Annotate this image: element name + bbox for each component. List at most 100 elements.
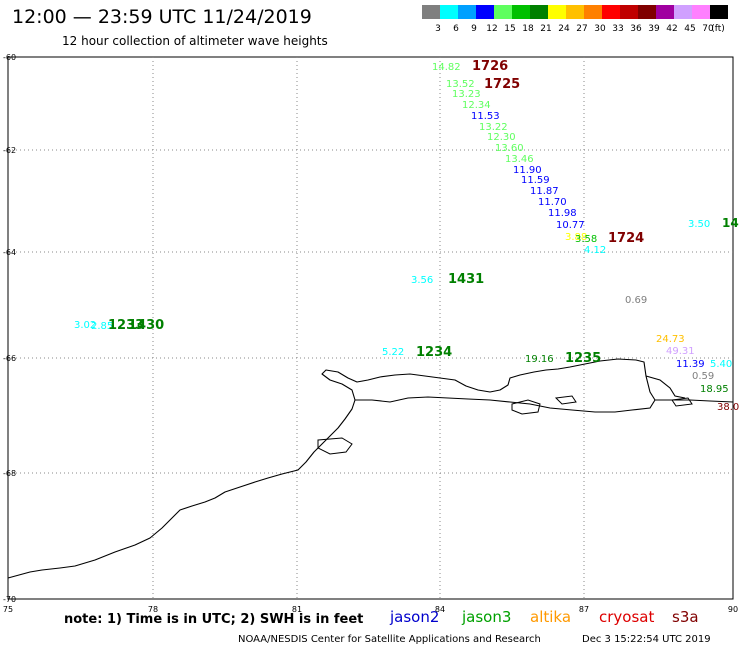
scale-label: 12 <box>486 24 497 34</box>
scale-swatch <box>638 5 656 19</box>
scale-swatch <box>440 5 458 19</box>
pass-time-label: 1726 <box>472 59 508 74</box>
scale-swatch <box>458 5 476 19</box>
wave-height-label: 18.95 <box>700 384 729 395</box>
legend-jason2: jason2 <box>390 608 440 626</box>
coastline <box>7 358 734 579</box>
wave-height-label: 3.50 <box>688 219 710 230</box>
chart-subtitle: 12 hour collection of altimeter wave hei… <box>62 34 328 48</box>
scale-label: 42 <box>666 24 677 34</box>
scale-swatch <box>476 5 494 19</box>
generated-timestamp: Dec 3 15:22:54 UTC 2019 <box>582 634 711 645</box>
scale-swatch <box>602 5 620 19</box>
scale-label: 70 <box>702 24 714 34</box>
island-outline <box>554 395 577 405</box>
wave-height-label: 10.77 <box>556 220 585 231</box>
lat-tick-label: -66 <box>3 354 16 363</box>
lat-tick-label: -70 <box>3 595 16 604</box>
wave-height-label: 13.22 <box>479 122 508 133</box>
lat-tick-label: -62 <box>3 146 16 155</box>
scale-label: 21 <box>540 24 551 34</box>
lon-tick-label: 81 <box>292 605 302 614</box>
wave-height-label: 12.34 <box>462 100 491 111</box>
wave-height-label: 11.59 <box>521 175 550 186</box>
wave-height-label: 11.87 <box>530 186 559 197</box>
wave-height-label: 11.70 <box>538 197 567 208</box>
coastline-shelf-edge <box>355 396 656 413</box>
lon-tick-label: 84 <box>435 605 445 614</box>
chart-title: 12:00 — 23:59 UTC 11/24/2019 <box>12 6 312 28</box>
wave-height-label: 13.60 <box>495 143 524 154</box>
coastline-mainland <box>7 358 734 579</box>
pass-time-label: 14 <box>722 216 739 230</box>
scale-label: 3 <box>435 24 441 34</box>
scale-label: 24 <box>558 24 570 34</box>
wave-height-label: 13.52 <box>446 79 475 90</box>
scale-swatch <box>422 5 440 19</box>
wave-height-label: 3.58 <box>575 234 597 245</box>
wave-height-label: 24.73 <box>656 334 685 345</box>
scale-label: 15 <box>504 24 515 34</box>
scale-swatch <box>566 5 584 19</box>
scale-unit: (ft) <box>711 24 725 34</box>
wave-height-label: 11.39 <box>676 359 705 370</box>
lat-tick-label: -60 <box>3 53 16 62</box>
axis-ticks: 75 78 81 84 87 90 -60 -62 -64 -66 -68 -70 <box>3 53 738 614</box>
wave-height-label: 2.85 <box>91 321 113 332</box>
scale-swatch <box>656 5 674 19</box>
scale-swatch <box>710 5 728 19</box>
scale-label: 9 <box>471 24 477 34</box>
legend-jason3: jason3 <box>462 608 512 626</box>
scale-swatch <box>584 5 602 19</box>
lon-tick-label: 87 <box>579 605 589 614</box>
legend-altika: altika <box>530 608 572 626</box>
wave-height-label: 14.82 <box>432 62 461 73</box>
scale-label: 6 <box>453 24 459 34</box>
legend-s3a: s3a <box>672 608 699 626</box>
scale-swatch <box>548 5 566 19</box>
scale-label: 45 <box>684 24 695 34</box>
island-outline <box>671 397 693 407</box>
pass-time-label: 1235 <box>565 351 601 366</box>
scale-swatch <box>494 5 512 19</box>
pass-time-label: 1233 <box>108 318 144 333</box>
lon-tick-label: 90 <box>728 605 738 614</box>
wave-height-label: 19.16 <box>525 354 554 365</box>
glacier-tongue <box>645 375 686 399</box>
scale-label: 39 <box>648 24 660 34</box>
pass-time-label: 1430 <box>128 318 164 333</box>
island-outline <box>317 437 353 455</box>
scale-swatch <box>674 5 692 19</box>
wave-height-label: 13.23 <box>452 89 481 100</box>
scale-swatch <box>620 5 638 19</box>
island-outline <box>511 399 541 415</box>
pass-time-label: 1431 <box>448 272 484 287</box>
wave-height-label: 49.31 <box>666 346 695 357</box>
wave-height-label: 5.22 <box>382 347 404 358</box>
graticule <box>8 57 733 599</box>
legend-cryosat: cryosat <box>599 608 655 626</box>
wave-height-label: 11.90 <box>513 165 542 176</box>
wave-height-label: 0.69 <box>625 295 647 306</box>
wave-height-label: 13.46 <box>505 154 534 165</box>
lon-tick-label: 78 <box>148 605 158 614</box>
map-frame <box>7 56 734 600</box>
wave-height-label: 11.53 <box>471 111 500 122</box>
scale-label: 33 <box>612 24 623 34</box>
pass-time-label: 1234 <box>416 345 452 360</box>
scale-swatch <box>692 5 710 19</box>
credit-line: NOAA/NESDIS Center for Satellite Applica… <box>238 634 541 645</box>
wave-height-label: 3.02 <box>74 320 96 331</box>
scale-swatch <box>512 5 530 19</box>
pass-time-label: 1725 <box>484 77 520 92</box>
scale-label: 18 <box>522 24 534 34</box>
lon-tick-label: 75 <box>3 605 13 614</box>
wave-height-label: 3.56 <box>411 275 433 286</box>
wave-height-label: 3.88 <box>565 232 587 243</box>
scale-label: 36 <box>630 24 642 34</box>
wave-height-label: 12.30 <box>487 132 516 143</box>
scale-label: 27 <box>576 24 587 34</box>
